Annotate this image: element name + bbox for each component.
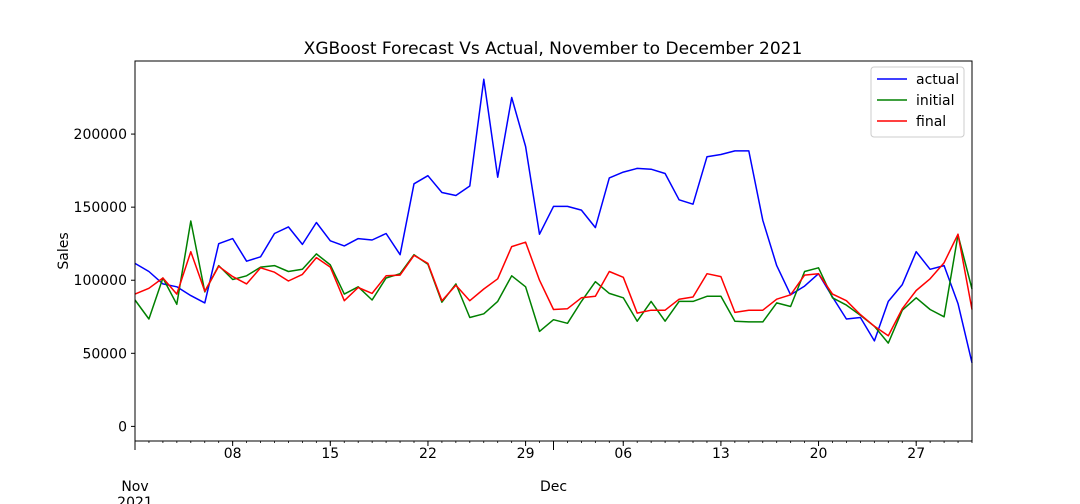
- x-major-tick-label: Nov: [121, 479, 148, 495]
- y-tick-label: 50000: [82, 346, 127, 362]
- x-major-tick-label: 2021: [117, 495, 153, 504]
- x-tick-label: 15: [321, 446, 339, 462]
- axes-layer: [134, 60, 973, 442]
- series-line-final: [134, 233, 973, 337]
- chart-title: XGBoost Forecast Vs Actual, November to …: [304, 39, 803, 59]
- plot-frame: [134, 60, 973, 442]
- legend-label-initial: initial: [916, 93, 955, 109]
- x-tick-label: 20: [810, 446, 828, 462]
- x-tick-label: 22: [419, 446, 437, 462]
- x-tick-label: 08: [224, 446, 242, 462]
- legend-box: [870, 66, 965, 138]
- y-tick-label: 100000: [74, 273, 127, 289]
- x-major-tick-label: Dec: [540, 479, 567, 495]
- legend: actual initial final: [870, 66, 965, 138]
- x-tick-label: 06: [614, 446, 632, 462]
- legend-label-final: final: [916, 114, 946, 130]
- x-tick-label: 13: [712, 446, 730, 462]
- legend-label-actual: actual: [916, 72, 959, 88]
- x-tick-label: 27: [907, 446, 925, 462]
- ticks-layer: 0 50000 100000 150000 200000 08 15 22 29 06 13 20 27…: [74, 127, 973, 504]
- y-tick-label: 0: [118, 419, 127, 435]
- series-layer: [134, 78, 973, 363]
- y-tick-label: 150000: [74, 200, 127, 216]
- y-tick-label: 200000: [74, 127, 127, 143]
- series-line-initial: [134, 220, 973, 344]
- x-tick-label: 29: [517, 446, 535, 462]
- y-axis-label: Sales: [56, 232, 72, 269]
